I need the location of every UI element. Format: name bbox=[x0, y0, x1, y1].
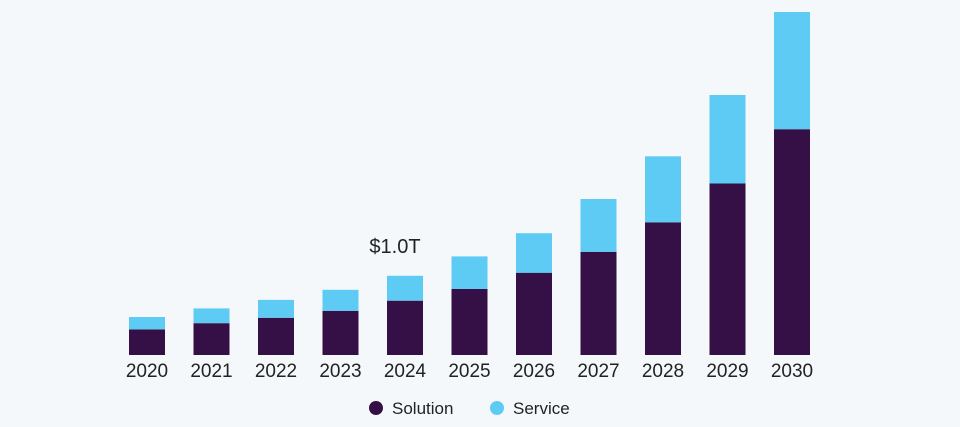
bar-solution-2020 bbox=[129, 329, 165, 355]
bar-solution-2028 bbox=[645, 222, 681, 355]
annotations-group: $1.0T bbox=[369, 236, 420, 258]
bar-solution-2022 bbox=[258, 317, 294, 355]
legend-label-service: Service bbox=[513, 399, 570, 418]
x-tick-label-2029: 2029 bbox=[706, 361, 748, 382]
bar-solution-2025 bbox=[451, 289, 488, 355]
x-tick-label-2025: 2025 bbox=[448, 361, 490, 382]
legend: Solution Service bbox=[369, 399, 570, 418]
bar-service-2025 bbox=[451, 256, 488, 289]
bar-service-2026 bbox=[516, 233, 552, 273]
bar-service-2023 bbox=[322, 289, 359, 311]
x-tick-label-2022: 2022 bbox=[255, 361, 297, 382]
x-tick-label-2021: 2021 bbox=[190, 361, 232, 382]
bar-solution-2023 bbox=[322, 310, 359, 355]
x-tick-label-2023: 2023 bbox=[319, 361, 361, 382]
x-tick-label-2024: 2024 bbox=[384, 361, 427, 382]
legend-swatch-solution bbox=[369, 401, 383, 415]
bar-service-2027 bbox=[580, 199, 617, 252]
bar-solution-2029 bbox=[709, 183, 746, 355]
bar-service-2029 bbox=[709, 95, 746, 184]
x-tick-label-2030: 2030 bbox=[771, 361, 813, 382]
annotation-2024: $1.0T bbox=[369, 236, 420, 258]
bar-service-2022 bbox=[258, 299, 294, 318]
bars-group bbox=[129, 12, 810, 355]
bar-solution-2024 bbox=[387, 300, 423, 355]
legend-swatch-service bbox=[490, 401, 504, 415]
legend-label-solution: Solution bbox=[392, 399, 453, 418]
bar-solution-2021 bbox=[193, 323, 230, 355]
x-tick-label-2026: 2026 bbox=[513, 361, 555, 382]
x-tick-label-2028: 2028 bbox=[642, 361, 684, 382]
bar-solution-2027 bbox=[580, 251, 617, 355]
bar-service-2030 bbox=[774, 12, 810, 130]
bar-solution-2026 bbox=[516, 272, 552, 355]
x-tick-label-2027: 2027 bbox=[577, 361, 619, 382]
bar-solution-2030 bbox=[774, 129, 810, 355]
x-tick-labels: 2020 2021 2022 2023 2024 2025 2026 2027 2028 2029… bbox=[126, 361, 813, 382]
bar-service-2021 bbox=[193, 308, 230, 324]
bar-service-2028 bbox=[645, 156, 681, 223]
bar-service-2024 bbox=[387, 275, 423, 301]
x-tick-label-2020: 2020 bbox=[126, 361, 168, 382]
bar-service-2020 bbox=[129, 317, 165, 330]
